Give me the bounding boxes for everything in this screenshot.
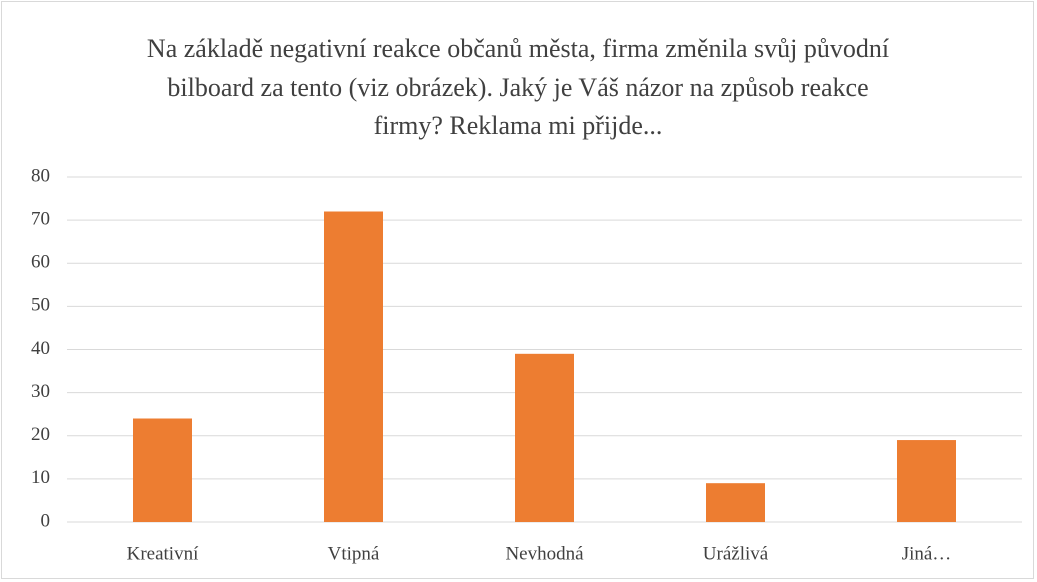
bar (706, 483, 765, 522)
x-tick-label: Nevhodná (505, 543, 584, 564)
chart-title: Na základě negativní reakce občanů města… (146, 34, 890, 140)
y-tick-label: 60 (31, 252, 50, 273)
bar (897, 440, 956, 522)
y-tick-label: 50 (31, 295, 50, 316)
bar (324, 211, 383, 522)
y-tick-label: 0 (41, 510, 51, 531)
bar (515, 353, 574, 522)
y-tick-label: 10 (31, 467, 50, 488)
x-tick-label: Kreativní (127, 543, 199, 564)
y-tick-label: 30 (31, 381, 50, 402)
y-tick-label: 20 (31, 424, 50, 445)
y-tick-label: 40 (31, 338, 50, 359)
x-tick-label: Jiná… (902, 543, 952, 564)
x-tick-label: Urážlivá (703, 543, 769, 564)
y-tick-label: 70 (31, 208, 50, 229)
x-tick-label: Vtipná (328, 543, 380, 564)
y-tick-label: 80 (31, 165, 50, 186)
bar (133, 418, 192, 522)
